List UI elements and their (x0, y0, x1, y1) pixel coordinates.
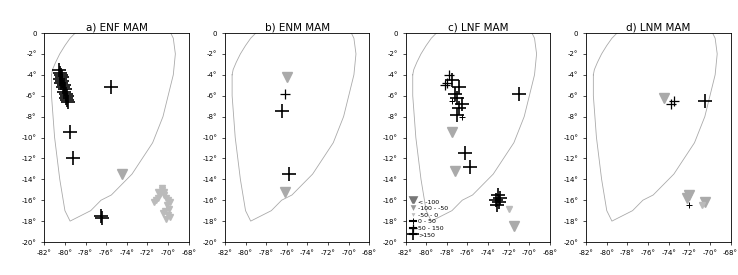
Title: b) ENM MAM: b) ENM MAM (265, 22, 330, 32)
Title: d) LNM MAM: d) LNM MAM (626, 22, 691, 32)
Title: a) ENF MAM: a) ENF MAM (86, 22, 148, 32)
Title: c) LNF MAM: c) LNF MAM (447, 22, 508, 32)
Legend: < -100, -100 - -50, -50 - 0, 0 - 50, 50 - 150, >150: < -100, -100 - -50, -50 - 0, 0 - 50, 50 … (409, 198, 449, 239)
